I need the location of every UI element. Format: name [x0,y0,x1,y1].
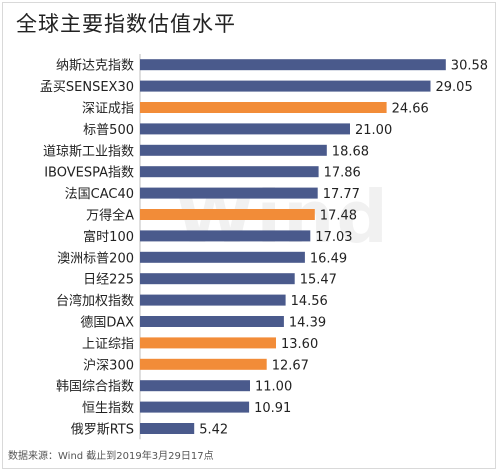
data-label: 29.05 [436,80,473,95]
data-label: 5.42 [199,423,228,438]
bar [140,80,431,92]
category-label: 俄罗斯RTS [71,423,134,438]
bar [140,316,284,327]
data-label: 21.00 [355,123,392,138]
category-label: 恒生指数 [82,401,134,416]
category-label: 道琼斯工业指数 [43,144,134,159]
category-label: 澳洲标普200 [57,250,134,266]
category-label: 法国CAC40 [65,187,134,202]
category-label: 标普500 [83,123,134,138]
data-label: 10.91 [254,401,291,416]
data-label: 18.68 [332,144,369,159]
data-label: 24.66 [392,102,429,117]
bar [140,230,311,242]
category-label: 日经225 [83,273,134,288]
category-label: 沪深300 [83,357,134,373]
data-label: 17.03 [315,230,352,245]
data-label: 14.39 [289,316,326,331]
category-label: 德国DAX [80,316,134,331]
bar [140,401,250,413]
bar [140,358,267,370]
bar [140,209,315,220]
category-label: 韩国综合指数 [56,380,134,395]
data-label: 12.67 [272,358,309,373]
chart-source: 数据来源：Wind 截止到2019年3月29日17点 [8,451,214,462]
bar [140,337,276,349]
bar [140,251,305,263]
data-label: 17.48 [320,209,357,224]
data-label: 15.47 [300,273,337,288]
category-label: 深证成指 [82,102,134,117]
category-label: 台湾加权指数 [56,293,134,309]
data-label: 11.00 [255,380,292,395]
bar [140,187,318,199]
bar [140,423,195,434]
chart-title: 全球主要指数估值水平 [16,12,236,36]
bar [140,123,350,135]
category-label: IBOVESPA指数 [44,166,134,181]
bar [140,59,446,71]
category-label: 富时100 [83,229,134,245]
category-label: 纳斯达克指数 [56,59,134,74]
data-label: 14.56 [291,294,328,309]
bar [140,294,286,306]
bar [140,144,327,156]
category-label: 万得全A [86,208,134,224]
bar [140,273,295,285]
bar [140,166,319,178]
data-label: 16.49 [310,251,347,266]
category-label: 上证综指 [82,337,134,352]
data-label: 30.58 [451,59,488,74]
data-label: 17.86 [324,166,361,181]
bar [140,102,387,113]
data-label: 13.60 [281,337,318,352]
bar [140,380,250,392]
category-label: 孟买SENSEX30 [40,80,134,95]
data-label: 17.77 [323,187,360,202]
